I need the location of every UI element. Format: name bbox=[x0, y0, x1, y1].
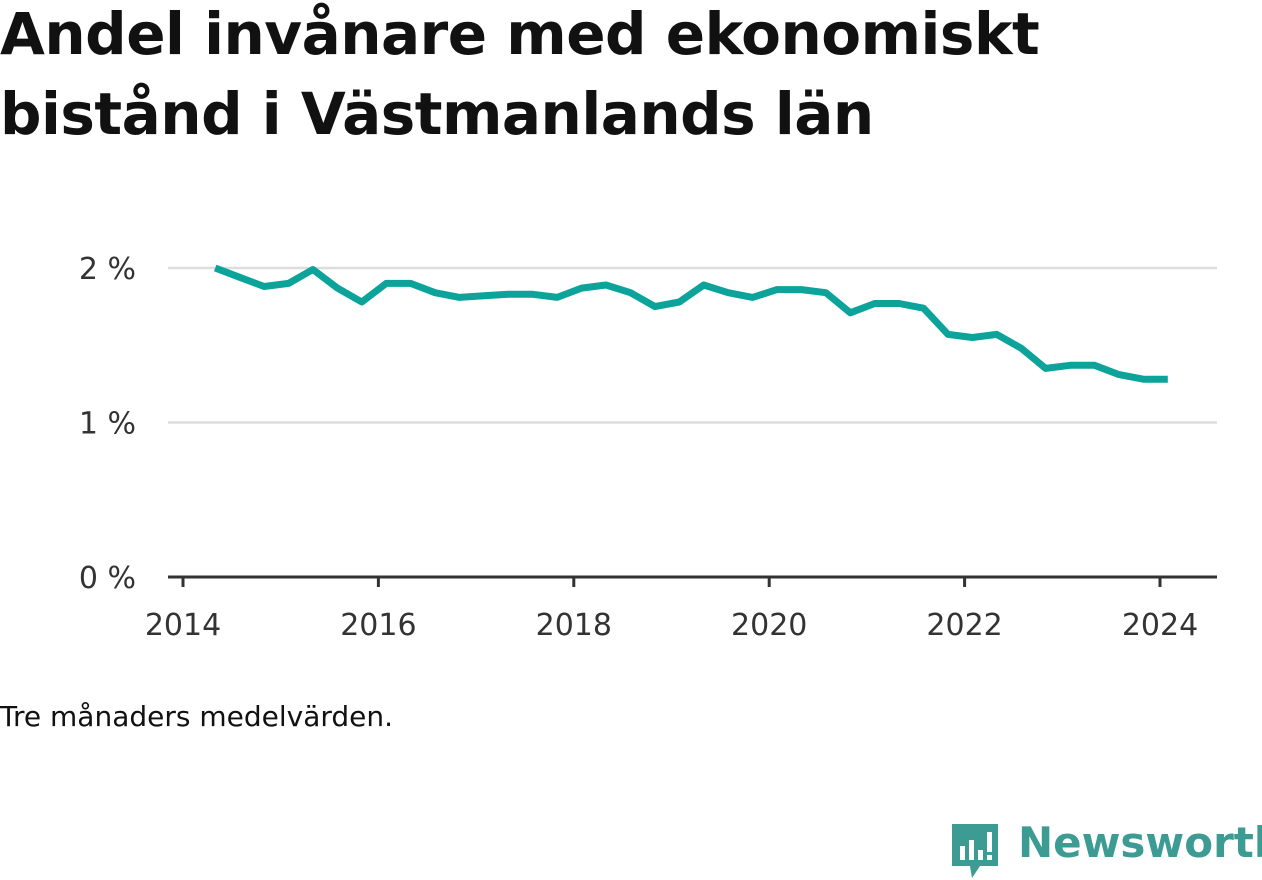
data-point bbox=[1068, 363, 1072, 367]
y-tick-label: 2 % bbox=[79, 252, 136, 287]
data-point bbox=[384, 281, 388, 285]
x-tick-label: 2024 bbox=[1122, 608, 1198, 643]
data-point bbox=[1044, 366, 1048, 370]
data-point bbox=[946, 332, 950, 336]
data-point bbox=[555, 295, 559, 299]
line-chart: 0 % 1 % 2 % 2014 2016 2018 2020 2022 2024 bbox=[79, 252, 1217, 643]
x-tick-label: 2022 bbox=[926, 608, 1002, 643]
data-point bbox=[726, 291, 730, 295]
chart-note: Tre månaders medelvärden. bbox=[0, 700, 394, 733]
x-tick-label: 2020 bbox=[731, 608, 807, 643]
data-point bbox=[897, 302, 901, 306]
data-point bbox=[775, 288, 779, 292]
data-point bbox=[482, 294, 486, 298]
y-tick-label: 1 % bbox=[79, 407, 136, 442]
data-point bbox=[311, 268, 315, 272]
data-point bbox=[1141, 377, 1145, 381]
data-point bbox=[995, 332, 999, 336]
x-tick-label: 2016 bbox=[340, 608, 416, 643]
data-point bbox=[213, 266, 217, 270]
x-tick-label: 2018 bbox=[536, 608, 612, 643]
chart-title-line-1: Andel invånare med ekonomiskt bbox=[0, 0, 1040, 68]
brand-name: Newsworthy bbox=[1018, 818, 1262, 867]
data-point bbox=[824, 291, 828, 295]
data-point bbox=[506, 292, 510, 296]
data-point bbox=[335, 286, 339, 290]
data-point bbox=[409, 281, 413, 285]
data-point bbox=[1166, 377, 1170, 381]
data-point bbox=[360, 300, 364, 304]
x-tick-label: 2014 bbox=[145, 608, 221, 643]
data-point bbox=[873, 302, 877, 306]
data-point bbox=[677, 300, 681, 304]
data-point bbox=[580, 286, 584, 290]
series-line bbox=[213, 264, 1168, 383]
data-point bbox=[799, 288, 803, 292]
data-point bbox=[433, 291, 437, 295]
data-point bbox=[848, 311, 852, 315]
data-point bbox=[1117, 373, 1121, 377]
y-tick-label: 0 % bbox=[79, 561, 136, 596]
data-point bbox=[457, 295, 461, 299]
data-point bbox=[1019, 346, 1023, 350]
data-point bbox=[604, 283, 608, 287]
newsworthy-chart-logo-icon bbox=[952, 824, 998, 878]
data-point bbox=[287, 281, 291, 285]
data-point bbox=[628, 291, 632, 295]
chart-title: Andel invånare med ekonomiskt bistånd i … bbox=[0, 0, 1262, 154]
data-point bbox=[262, 285, 266, 289]
data-point bbox=[653, 305, 657, 309]
data-point bbox=[238, 275, 242, 279]
chart-title-line-2: bistånd i Västmanlands län bbox=[0, 80, 874, 148]
data-point bbox=[702, 283, 706, 287]
data-point bbox=[531, 292, 535, 296]
data-point bbox=[922, 306, 926, 310]
data-point bbox=[1093, 363, 1097, 367]
data-point bbox=[751, 295, 755, 299]
data-point bbox=[970, 336, 974, 340]
